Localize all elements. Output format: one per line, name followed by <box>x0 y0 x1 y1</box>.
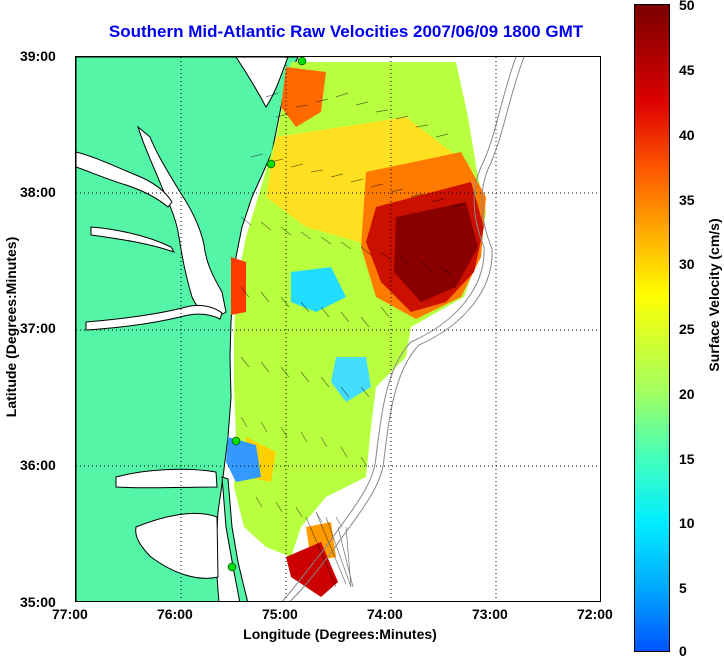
x-axis-label: Longitude (Degrees:Minutes) <box>243 626 437 642</box>
bathymetry-contour-2 <box>289 57 525 601</box>
pamlico-sound <box>135 512 219 579</box>
x-tick: 73:00 <box>472 606 508 622</box>
colorbar-tick: 40 <box>679 127 695 143</box>
radar-station[interactable] <box>231 436 241 446</box>
radar-station[interactable] <box>227 562 237 572</box>
radar-station[interactable] <box>297 57 307 66</box>
y-tick: 35:00 <box>20 594 56 610</box>
james-river <box>85 304 223 331</box>
y-tick: 36:00 <box>20 457 56 473</box>
colorbar-tick: 35 <box>679 192 695 208</box>
grid-lines <box>76 57 600 601</box>
colorbar-tick: 10 <box>679 515 695 531</box>
velocity-map[interactable] <box>75 56 601 602</box>
colorbar-tick: 50 <box>679 0 695 13</box>
colorbar-tick: 30 <box>679 256 695 272</box>
albemarle-sound <box>115 468 218 489</box>
x-tick: 77:00 <box>52 606 88 622</box>
colorbar-label: Surface Velocity (cm/s) <box>706 218 722 372</box>
rappahannock-river <box>90 226 176 253</box>
colorbar-tick: 45 <box>679 62 695 78</box>
x-tick: 75:00 <box>262 606 298 622</box>
bathymetry-contour-1 <box>282 57 517 601</box>
colorbar-tick: 5 <box>679 580 687 596</box>
y-tick: 37:00 <box>20 320 56 336</box>
x-tick: 74:00 <box>367 606 403 622</box>
x-tick: 76:00 <box>157 606 193 622</box>
x-tick: 72:00 <box>577 606 613 622</box>
delaware-bay <box>235 57 289 108</box>
colorbar-tick: 15 <box>679 451 695 467</box>
colorbar <box>634 4 670 652</box>
y-axis-label: Latitude (Degrees:Minutes) <box>3 236 19 418</box>
map-title: Southern Mid-Atlantic Raw Velocities 200… <box>108 22 584 41</box>
y-tick: 38:00 <box>20 184 56 200</box>
radar-station[interactable] <box>266 159 276 169</box>
velocity-vectors <box>240 92 464 588</box>
outer-banks <box>221 476 249 601</box>
colorbar-tick: 20 <box>679 386 695 402</box>
colorbar-tick: 25 <box>679 321 695 337</box>
y-tick: 39:00 <box>20 48 56 64</box>
colorbar-tick: 0 <box>679 643 687 659</box>
map-canvas <box>76 57 600 601</box>
